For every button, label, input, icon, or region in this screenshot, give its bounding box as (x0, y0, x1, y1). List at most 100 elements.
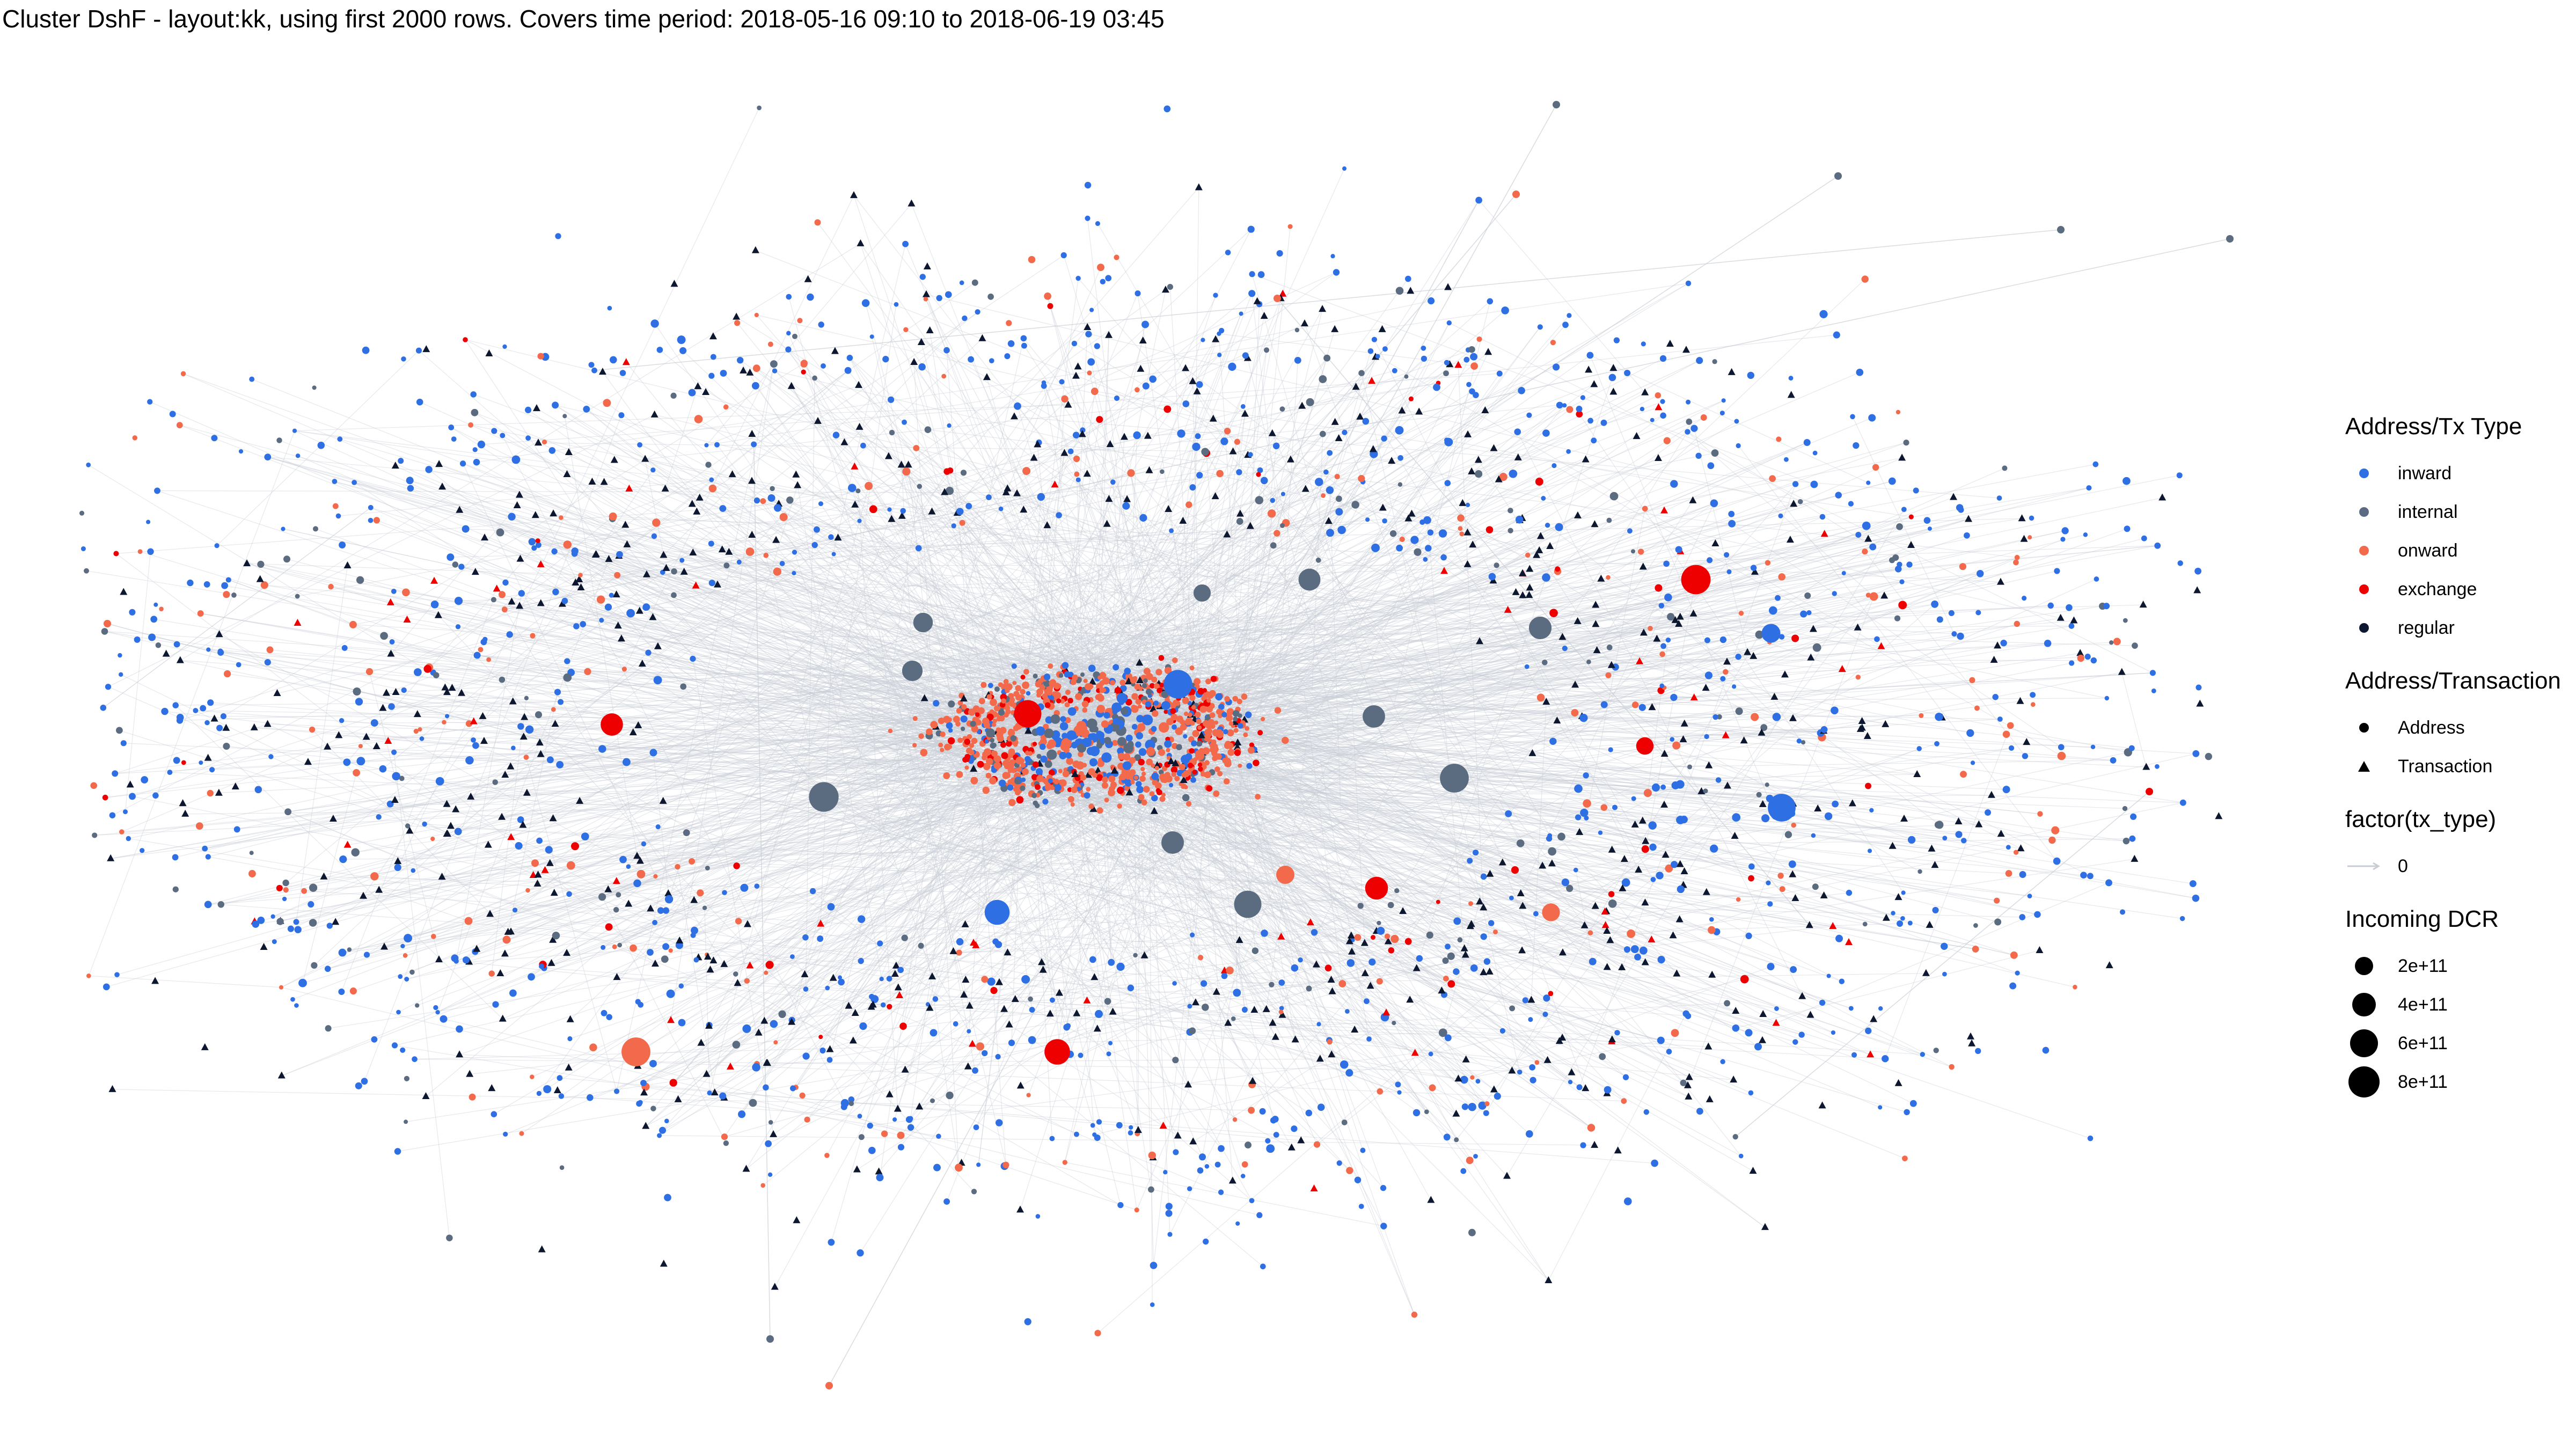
internal-address-node[interactable] (1443, 370, 1449, 377)
inward-address-node[interactable] (1117, 1202, 1124, 1209)
regular-transaction-node[interactable] (435, 955, 443, 963)
onward-address-node[interactable] (1101, 776, 1108, 783)
inward-address-node[interactable] (1084, 792, 1091, 799)
onward-address-node[interactable] (1779, 886, 1785, 892)
inward-address-node[interactable] (1245, 711, 1252, 719)
regular-transaction-node[interactable] (1404, 514, 1413, 522)
inward-address-node[interactable] (1114, 395, 1120, 401)
onward-address-node[interactable] (956, 708, 962, 714)
internal-address-node[interactable] (1667, 613, 1675, 621)
exchange-address-node[interactable] (975, 712, 980, 717)
exchange-address-node[interactable] (1535, 478, 1543, 486)
inward-address-node[interactable] (609, 592, 614, 598)
exchange-transaction-node[interactable] (817, 919, 825, 927)
inward-address-node[interactable] (1236, 469, 1242, 475)
inward-address-node[interactable] (1059, 379, 1065, 385)
inward-address-node[interactable] (2019, 871, 2026, 878)
internal-address-node[interactable] (683, 829, 690, 836)
inward-address-node[interactable] (2128, 745, 2135, 751)
inward-address-node[interactable] (1396, 544, 1403, 552)
onward-address-node[interactable] (1078, 751, 1084, 757)
exchange-address-node[interactable] (276, 884, 283, 891)
inward-address-node[interactable] (1767, 963, 1775, 971)
regular-transaction-node[interactable] (1631, 820, 1639, 828)
internal-address-node[interactable] (671, 568, 677, 575)
regular-transaction-node[interactable] (575, 575, 583, 583)
inward-address-node[interactable] (1788, 376, 1794, 381)
exchange-address-node[interactable] (1114, 687, 1122, 694)
regular-transaction-node[interactable] (855, 422, 863, 430)
inward-address-node[interactable] (1463, 356, 1470, 363)
onward-address-node[interactable] (596, 595, 605, 604)
internal-address-node[interactable] (650, 1106, 656, 1111)
onward-address-node[interactable] (621, 667, 627, 672)
regular-transaction-node[interactable] (888, 515, 896, 522)
regular-transaction-node[interactable] (849, 1036, 857, 1044)
onward-address-node[interactable] (957, 700, 963, 706)
inward-address-node[interactable] (1574, 784, 1583, 793)
inward-address-node[interactable] (1182, 400, 1190, 407)
regular-transaction-node[interactable] (1858, 717, 1866, 724)
regular-transaction-node[interactable] (1366, 982, 1374, 989)
inward-address-node[interactable] (1728, 519, 1736, 528)
regular-transaction-node[interactable] (443, 830, 451, 837)
onward-address-node[interactable] (1097, 675, 1102, 680)
inward-address-node[interactable] (2034, 911, 2041, 918)
onward-address-node[interactable] (1153, 683, 1160, 690)
inward-address-node[interactable] (984, 739, 989, 744)
regular-transaction-node[interactable] (452, 805, 460, 813)
internal-address-node[interactable] (1765, 782, 1769, 787)
exchange-address-node[interactable] (1163, 405, 1172, 413)
regular-transaction-node[interactable] (640, 1088, 648, 1096)
regular-transaction-node[interactable] (1533, 551, 1541, 558)
regular-transaction-node[interactable] (1091, 973, 1099, 980)
onward-address-node[interactable] (478, 647, 484, 653)
onward-address-node[interactable] (1226, 712, 1232, 717)
regular-transaction-node[interactable] (1675, 915, 1684, 923)
regular-transaction-node[interactable] (995, 978, 1003, 985)
inward-address-node[interactable] (790, 954, 795, 959)
regular-transaction-node[interactable] (504, 927, 512, 935)
inward-address-node[interactable] (785, 346, 792, 353)
internal-address-node[interactable] (1044, 760, 1052, 768)
inward-address-node[interactable] (264, 659, 271, 666)
inward-address-node[interactable] (1196, 472, 1203, 479)
regular-transaction-node[interactable] (1010, 412, 1018, 420)
onward-address-node[interactable] (365, 668, 374, 676)
regular-transaction-node[interactable] (1316, 1055, 1324, 1062)
internal-address-node[interactable] (276, 918, 284, 925)
onward-address-node[interactable] (930, 721, 938, 729)
regular-transaction-node[interactable] (709, 956, 718, 964)
internal-address-node[interactable] (1392, 1021, 1396, 1026)
onward-address-node[interactable] (1149, 791, 1155, 797)
regular-transaction-node[interactable] (1546, 542, 1554, 550)
regular-transaction-node[interactable] (515, 491, 523, 498)
onward-address-node[interactable] (578, 573, 583, 577)
regular-transaction-node[interactable] (600, 478, 608, 485)
inward-address-node[interactable] (545, 846, 553, 854)
onward-address-node[interactable] (956, 949, 962, 956)
onward-address-node[interactable] (1637, 548, 1644, 555)
regular-transaction-node[interactable] (1864, 535, 1872, 542)
inward-address-node[interactable] (1062, 733, 1068, 739)
regular-transaction-node[interactable] (1145, 466, 1153, 473)
regular-transaction-node[interactable] (1731, 832, 1739, 839)
inward-address-node[interactable] (1966, 729, 1974, 737)
regular-transaction-node[interactable] (1503, 1172, 1511, 1179)
inward-address-node[interactable] (1181, 755, 1190, 764)
inward-address-node[interactable] (1108, 1041, 1113, 1045)
onward-address-node[interactable] (1028, 751, 1033, 756)
inward-address-node[interactable] (1664, 593, 1672, 602)
exchange-transaction-node[interactable] (1051, 480, 1059, 488)
regular-transaction-node[interactable] (1120, 433, 1128, 440)
regular-transaction-node[interactable] (563, 470, 571, 478)
exchange-address-node[interactable] (1210, 676, 1217, 682)
internal-address-node[interactable] (1104, 998, 1111, 1005)
regular-transaction-node[interactable] (1106, 440, 1114, 448)
regular-transaction-node[interactable] (1606, 936, 1614, 943)
inward-address-node[interactable] (809, 888, 816, 895)
inward-address-node[interactable] (1139, 514, 1147, 522)
regular-transaction-node[interactable] (845, 1001, 853, 1009)
inward-address-node[interactable] (454, 828, 462, 836)
inward-address-node[interactable] (1869, 808, 1874, 813)
